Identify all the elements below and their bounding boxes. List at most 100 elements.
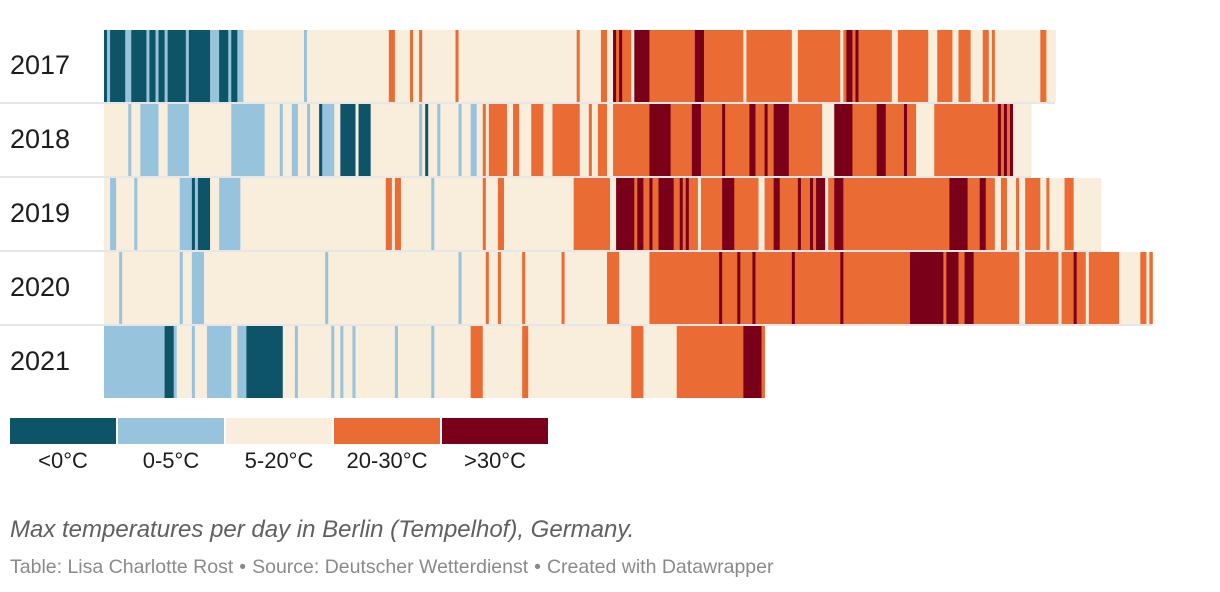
legend-swatch bbox=[10, 418, 116, 444]
day-run-2018-5-20°C bbox=[485, 104, 490, 176]
day-run-2017-20-30°C bbox=[455, 30, 459, 102]
day-run-2017->30°C bbox=[846, 30, 853, 102]
day-run-2019-5-20°C bbox=[758, 178, 765, 250]
day-run-2021-5-20°C bbox=[231, 326, 238, 398]
day-run-2018->30°C bbox=[649, 104, 672, 176]
day-run-2017-20-30°C bbox=[982, 30, 990, 102]
day-run-2020-0-5°C bbox=[119, 252, 123, 324]
day-run-2021-0-5°C bbox=[294, 326, 299, 398]
day-run-2019->30°C bbox=[658, 178, 675, 250]
day-run-2017-20-30°C bbox=[388, 30, 396, 102]
day-run-2018-20-30°C bbox=[597, 104, 608, 176]
day-run-2017-5-20°C bbox=[743, 30, 747, 102]
day-run-2018-5-20°C bbox=[607, 104, 614, 176]
day-run-2018->30°C bbox=[876, 104, 887, 176]
day-run-2019-5-20°C bbox=[137, 178, 181, 250]
day-run-2017-5-20°C bbox=[422, 30, 456, 102]
day-run-2019-20-30°C bbox=[764, 178, 775, 250]
day-run-2017-20-30°C bbox=[897, 30, 929, 102]
day-run-2018-5-20°C bbox=[543, 104, 553, 176]
day-run-2017-20-30°C bbox=[958, 30, 972, 102]
day-run-2020-20-30°C bbox=[1061, 252, 1075, 324]
day-run-2019-20-30°C bbox=[643, 178, 650, 250]
day-run-2017-5-20°C bbox=[413, 30, 420, 102]
day-run-2021-0-5°C bbox=[104, 326, 166, 398]
day-run-2018->30°C bbox=[764, 104, 768, 176]
day-run-2017-0-5°C bbox=[210, 30, 220, 102]
day-run-2019->30°C bbox=[616, 178, 635, 250]
day-run-2019-5-20°C bbox=[1040, 178, 1047, 250]
day-run-2017-0-5°C bbox=[228, 30, 232, 102]
day-run-2018-5-20°C bbox=[104, 104, 129, 176]
day-run-2018-5-20°C bbox=[519, 104, 532, 176]
day-run-2020-5-20°C bbox=[1119, 252, 1141, 324]
day-run-2018->30°C bbox=[722, 104, 726, 176]
day-run-2020-20-30°C bbox=[607, 252, 620, 324]
day-run-2017-20-30°C bbox=[1040, 30, 1047, 102]
day-run-2019-20-30°C bbox=[497, 178, 505, 250]
day-run-2020-5-20°C bbox=[328, 252, 459, 324]
day-run-2019-20-30°C bbox=[1016, 178, 1020, 250]
day-run-2019->30°C bbox=[649, 178, 653, 250]
day-run-2019->30°C bbox=[949, 178, 968, 250]
day-run-2021-0-5°C bbox=[352, 326, 356, 398]
day-run-2019-5-20°C bbox=[1006, 178, 1017, 250]
day-run-2020->30°C bbox=[946, 252, 959, 324]
day-run-2020-5-20°C bbox=[1085, 252, 1090, 324]
day-run-2017-0-5°C bbox=[185, 30, 190, 102]
day-run-2019->30°C bbox=[979, 178, 987, 250]
day-run-2020->30°C bbox=[752, 252, 756, 324]
day-run-2021-0-5°C bbox=[173, 326, 178, 398]
day-run-2019-20-30°C bbox=[385, 178, 393, 250]
day-run-2020-20-30°C bbox=[1088, 252, 1120, 324]
day-run-2019-5-20°C bbox=[503, 178, 575, 250]
day-run-2017-20-30°C bbox=[937, 30, 953, 102]
day-run-2021-5-20°C bbox=[434, 326, 472, 398]
day-run-2021-<0°C bbox=[246, 326, 284, 398]
day-run-2017-20-30°C bbox=[852, 30, 856, 102]
day-run-2017->30°C bbox=[855, 30, 859, 102]
day-run-2017-0-5°C bbox=[107, 30, 111, 102]
day-run-2021-0-5°C bbox=[340, 326, 344, 398]
day-run-2020-5-20°C bbox=[500, 252, 523, 324]
day-run-2017-5-20°C bbox=[307, 30, 390, 102]
day-run-2020-0-5°C bbox=[325, 252, 329, 324]
day-run-2018-0-5°C bbox=[470, 104, 478, 176]
day-run-2017-20-30°C bbox=[600, 30, 608, 102]
day-run-2018-0-5°C bbox=[140, 104, 159, 176]
day-run-2017-5-20°C bbox=[970, 30, 984, 102]
day-run-2021-5-20°C bbox=[334, 326, 341, 398]
day-run-2017-5-20°C bbox=[994, 30, 1041, 102]
day-run-2021-0-5°C bbox=[431, 326, 435, 398]
day-run-2018-0-5°C bbox=[437, 104, 441, 176]
day-run-2020-20-30°C bbox=[1076, 252, 1087, 324]
row-divider bbox=[0, 102, 1056, 104]
day-run-2018-20-30°C bbox=[700, 104, 723, 176]
year-label-2021: 2021 bbox=[10, 346, 71, 376]
day-run-2021-5-20°C bbox=[297, 326, 332, 398]
day-run-2018->30°C bbox=[749, 104, 756, 176]
day-run-2020-0-5°C bbox=[458, 252, 462, 324]
day-run-2018-5-20°C bbox=[297, 104, 308, 176]
day-run-2019->30°C bbox=[816, 178, 826, 250]
day-run-2018-0-5°C bbox=[167, 104, 190, 176]
day-run-2020-20-30°C bbox=[522, 252, 526, 324]
day-run-2019->30°C bbox=[834, 178, 844, 250]
row-divider bbox=[0, 324, 1153, 326]
day-run-2018-0-5°C bbox=[128, 104, 132, 176]
day-run-2018-0-5°C bbox=[231, 104, 265, 176]
day-run-2019-5-20°C bbox=[331, 178, 387, 250]
legend-swatch bbox=[226, 418, 332, 444]
day-run-2018-20-30°C bbox=[767, 104, 775, 176]
day-run-2021-0-5°C bbox=[207, 326, 232, 398]
row-divider bbox=[0, 250, 1101, 252]
day-run-2017-20-30°C bbox=[746, 30, 793, 102]
legend-label: 0-5°C bbox=[142, 448, 200, 473]
day-run-2018-5-20°C bbox=[461, 104, 472, 176]
day-run-2020-5-20°C bbox=[1146, 252, 1150, 324]
day-run-2018-5-20°C bbox=[579, 104, 590, 176]
footer-tool: Created with Datawrapper bbox=[546, 556, 774, 578]
day-run-2018-20-30°C bbox=[934, 104, 947, 176]
day-run-2020->30°C bbox=[737, 252, 741, 324]
